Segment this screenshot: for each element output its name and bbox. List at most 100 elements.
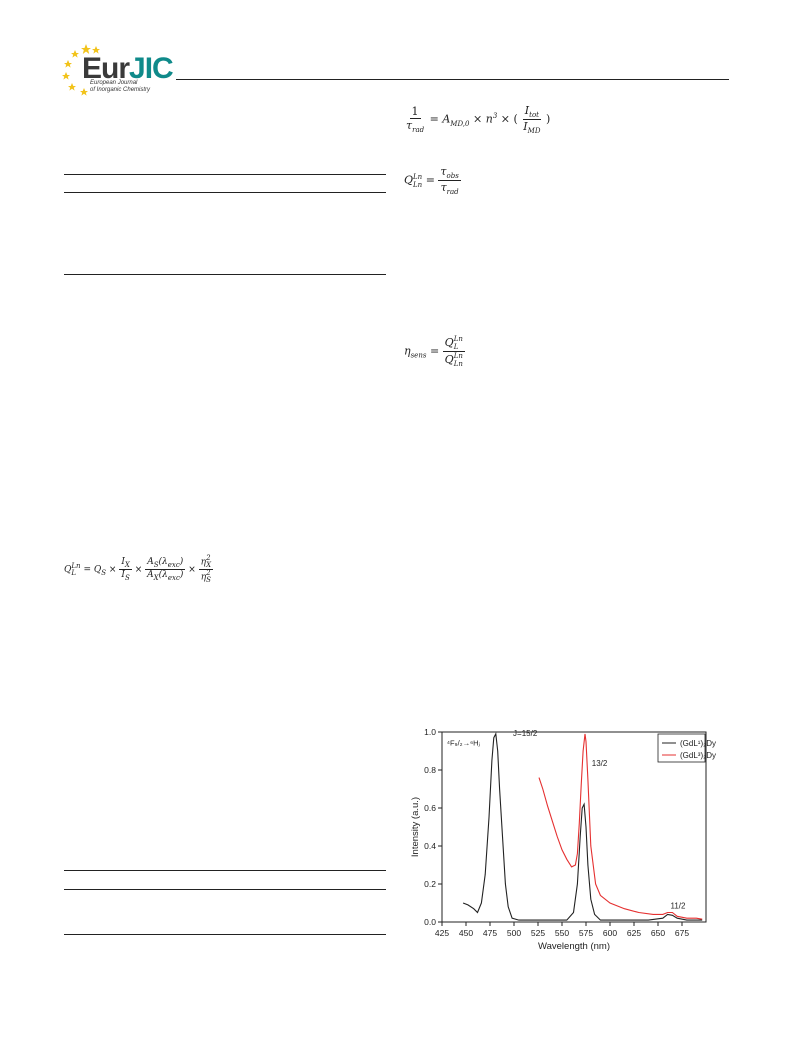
eq4-ns-sub: S [206,576,211,584]
eq3-Q-L-sup: Ln [453,335,463,343]
eq4-lam-1: λ [162,557,168,568]
eq4-Ix-sub: X [124,561,130,569]
eq4-Ax-sub: X [153,573,159,582]
eq1-A-sub: MD,0 [450,119,470,128]
eq3-eta: η [404,344,411,358]
eq4-nx-sup: 2 [206,554,211,562]
x-tick-label: 550 [555,928,569,938]
eq4-lam-1-sub: exc [167,561,180,569]
table1-bottom-rule [64,274,386,275]
eq3-fraction: Q Ln L Q Ln Ln [442,335,465,368]
y-tick-label: 0.0 [424,917,436,927]
eq4-lam-2: λ [162,570,168,580]
eq4-Is-sub: S [124,573,130,582]
peak-annotation: J=15/2 [513,729,538,738]
x-tick-label: 675 [675,928,689,938]
eq2-Q-sub: Ln [413,180,423,189]
eq4-Q-sup: Ln [71,561,81,570]
eq2-fraction: τobs τrad [438,165,461,197]
table1-top-rule [64,174,386,175]
eq4-lam-2-sub: exc [167,573,180,582]
eq4-intensity-ratio: IX IS [119,557,132,582]
eq4-nx: η [200,557,207,568]
table2-top-rule [64,870,386,871]
eq3-eta-sub: sens [410,351,427,360]
eq4-Q-sub: L [71,568,77,577]
eq4-As-sub: S [153,561,159,569]
y-tick-label: 0.4 [424,841,436,851]
eq3-Q-Ln-sub: Ln [453,360,463,368]
y-tick-label: 0.8 [424,765,436,775]
eq4-Qs: Q [93,565,102,575]
stars-icon [62,44,100,96]
eq1-lhs-num: 1 [409,105,421,120]
table1-header-rule [64,192,386,193]
y-tick-label: 1.0 [424,727,436,737]
x-tick-label: 525 [531,928,545,938]
series-line-1 [462,732,703,921]
eq1-A: A [442,112,451,126]
eq1-I-tot-sub: tot [529,111,539,120]
eq4-Qs-sub: S [101,568,107,577]
x-tick-label: 425 [435,928,449,938]
eq4-ns-sup: 2 [206,569,211,577]
x-tick-label: 600 [603,928,617,938]
eq1-I-md: I [523,120,528,134]
eq3-Q-L-sub: L [453,343,459,351]
legend-label-2: (GdL³)₂Dy [680,751,716,760]
plot-frame [441,731,707,923]
x-tick-label: 575 [579,928,593,938]
x-tick-label: 650 [651,928,665,938]
eq2-Q: Q [404,173,414,187]
eq3-Q-Ln: Q [444,353,454,366]
eq3-Q-L: Q [444,336,454,349]
legend-label-1: (GdL¹)₂Dy [680,739,716,748]
eq4-Ix: I [121,557,125,568]
eq2-tau-obs: τ [440,165,447,178]
peak-annotation: 11/2 [670,902,686,911]
x-axis-label: Wavelength (nm) [538,941,610,952]
eq2-tau-rad-sub: rad [446,188,459,197]
x-tick-label: 450 [459,928,473,938]
x-tick-label: 625 [627,928,641,938]
journal-line-1: European Journal [90,80,138,86]
eq1-n: n [485,112,493,126]
chart-svg: 425 450 475 500 525 550 575 600 625 650 675 0.0 0.2 0… [410,727,716,952]
equation-relative-quantum-yield: Q Ln L = QS × IX IS × AS(λexc) AX(λexc) × … [64,554,214,584]
table2-header-rule [64,889,386,890]
journal-logo: EurJIC European Journal of Inorganic Che… [60,40,200,96]
eq1-I-md-sub: MD [527,127,541,136]
eq4-absorbance-ratio: AS(λexc) AX(λexc) [145,557,186,582]
eq4-nx-sub: X [206,561,212,569]
y-axis-label: Intensity (a.u.) [410,797,421,857]
eq1-tau-sub: rad [412,126,425,135]
eq1-I-tot: I [524,104,530,117]
y-tick-label: 0.6 [424,803,436,813]
eq4-Is: I [121,570,125,580]
eq3-Q-Ln-sup: Ln [453,352,463,360]
eq4-Q: Q [64,565,72,575]
logo-text-eur: Eur [82,52,130,85]
eq1-lhs-fraction: 1 τrad [404,105,426,134]
eq4-ns: η [200,572,207,583]
eq2-Q-sup: Ln [413,172,423,181]
equation-radiative-lifetime: 1 τrad = AMD,0 × n3 × ( Itot IMD ) [404,104,551,136]
eq1-n-sup: 3 [492,112,498,121]
x-tick-label: 500 [507,928,521,938]
eq2-tau-obs-sub: obs [446,172,459,181]
logo-text-jic: JIC [129,52,174,85]
equation-sensitization-efficiency: ηsens = Q Ln L Q Ln Ln [404,335,465,368]
peak-annotation: 13/2 [592,759,608,768]
series-line-2 [538,733,703,920]
equation-intrinsic-quantum-yield: Q Ln Ln = τobs τrad [404,165,461,197]
emission-spectrum-chart: 425 450 475 500 525 550 575 600 625 650 675 0.0 0.2 0… [404,720,724,960]
eq4-Ax: A [147,570,154,580]
x-tick-label: 475 [483,928,497,938]
y-tick-label: 0.2 [424,879,436,889]
eq1-ratio: Itot IMD [521,104,542,135]
transition-label: ⁴F₉/₂→⁶Hⱼ [447,738,480,747]
logo-wordmark: EurJIC [82,52,174,86]
eq4-As: A [147,557,154,568]
eq1-tau: τ [406,119,413,133]
